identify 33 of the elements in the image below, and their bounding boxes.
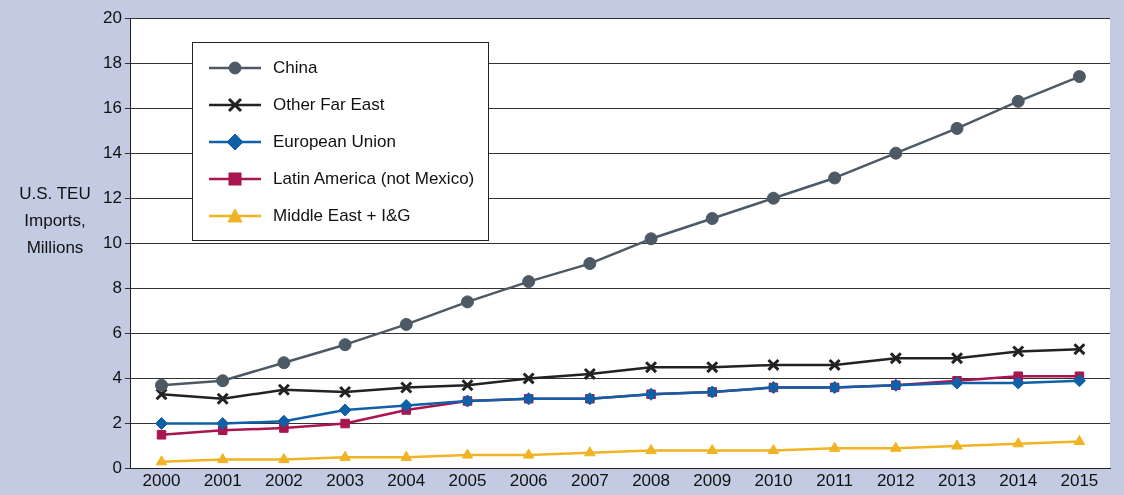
x-tick-label: 2000: [142, 471, 181, 491]
y-tick-label: 16: [102, 97, 122, 117]
y-tick-label: 10: [102, 232, 122, 252]
legend-label: China: [273, 57, 318, 78]
y-tick-label: 0: [112, 458, 122, 478]
x-tick-label: 2003: [326, 471, 364, 491]
y-tick-label: 2: [112, 413, 122, 433]
x-tick-label: 2014: [999, 471, 1038, 491]
x-tick-label: 2005: [448, 471, 487, 491]
y-tick-label: 6: [112, 323, 122, 343]
x-tick-label: 2010: [754, 471, 793, 491]
x-tick-label: 2015: [1060, 471, 1099, 491]
y-tick-label: 20: [102, 7, 122, 27]
x-tick-label: 2006: [509, 471, 548, 491]
x-tick-label: 2009: [693, 471, 732, 491]
y-tick-label: 14: [102, 142, 122, 162]
x-tick-label: 2013: [938, 471, 976, 491]
legend-label: European Union: [273, 131, 396, 152]
x-tick-label: 2011: [816, 471, 853, 491]
legend-label: Latin America (not Mexico): [273, 168, 475, 189]
y-axis-title: U.S. TEU Imports, Millions: [19, 184, 91, 257]
y-tick-label: 8: [112, 278, 122, 298]
legend-label: Middle East + I&G: [273, 205, 411, 226]
x-tick-label: 2001: [203, 471, 242, 491]
legend-label: Other Far East: [273, 94, 385, 115]
y-tick-label: 4: [112, 368, 122, 388]
x-tick-label: 2004: [387, 471, 426, 491]
x-tick-label: 2012: [876, 471, 915, 491]
y-tick-label: 12: [102, 187, 122, 207]
y-tick-label: 18: [102, 52, 122, 72]
x-tick-label: 2002: [264, 471, 303, 491]
x-tick-label: 2007: [570, 471, 609, 491]
x-tick-label: 2008: [632, 471, 670, 491]
